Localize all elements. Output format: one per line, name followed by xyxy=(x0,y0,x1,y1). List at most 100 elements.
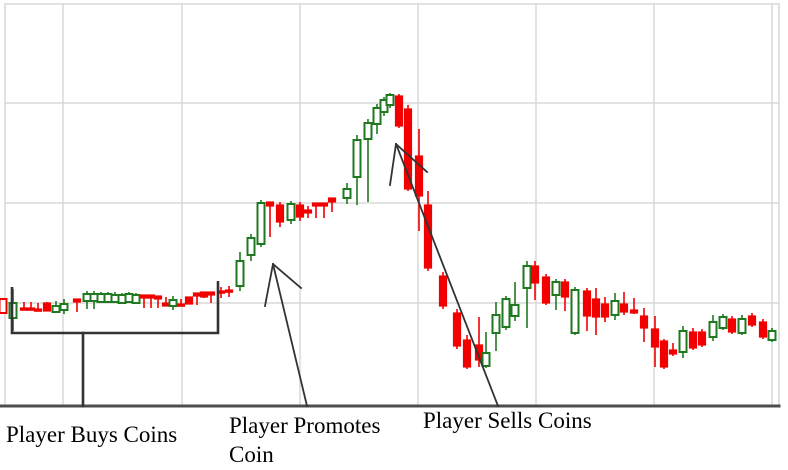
candle-body xyxy=(19,307,29,311)
candle xyxy=(59,299,69,314)
candle-body xyxy=(59,303,69,311)
label-player-sells-coins: Player Sells Coins xyxy=(423,408,592,433)
candle-body xyxy=(72,298,82,303)
candle-body xyxy=(352,139,362,178)
candle-body xyxy=(110,294,120,303)
candle-body xyxy=(522,265,532,289)
candle xyxy=(718,314,728,330)
candle xyxy=(541,274,551,305)
candle xyxy=(758,319,768,339)
candle-body xyxy=(33,308,43,312)
candle-body xyxy=(103,293,113,303)
candle xyxy=(265,201,275,237)
candle-body xyxy=(697,331,707,346)
candle xyxy=(600,297,610,322)
candle-body xyxy=(124,293,134,303)
candle-body xyxy=(42,302,52,312)
candle xyxy=(591,288,601,335)
candle xyxy=(327,197,337,212)
candle xyxy=(363,119,373,202)
candle xyxy=(117,293,127,304)
candle-body xyxy=(385,94,395,106)
candle xyxy=(570,287,580,335)
candle-body xyxy=(718,316,728,329)
candle-body xyxy=(319,202,329,207)
candle xyxy=(414,129,424,231)
candle xyxy=(33,303,43,312)
candle-body xyxy=(117,294,127,304)
candle-body xyxy=(303,209,313,214)
candle xyxy=(199,291,209,298)
candle-body xyxy=(246,237,256,256)
candle xyxy=(560,279,570,311)
candle-body xyxy=(199,291,209,298)
label-player-promotes-line1: Player Promotes xyxy=(229,413,381,438)
promote-arrow xyxy=(271,262,309,408)
candle-body xyxy=(342,188,352,199)
candle-body xyxy=(582,290,592,317)
candle xyxy=(501,296,511,330)
candle xyxy=(286,201,296,224)
candle-body xyxy=(275,204,285,223)
candle xyxy=(481,332,491,368)
candle-body xyxy=(570,289,580,334)
candle xyxy=(246,234,256,261)
candle xyxy=(319,202,329,218)
candle-body xyxy=(591,298,601,318)
promote-arrow xyxy=(271,262,303,290)
candle xyxy=(342,183,352,204)
candle-body xyxy=(551,281,561,296)
candle-body xyxy=(668,349,678,355)
candle xyxy=(619,292,629,315)
candle xyxy=(124,292,134,303)
candle xyxy=(510,282,520,321)
candle-body xyxy=(610,300,620,316)
candle-body xyxy=(619,303,629,313)
candle xyxy=(42,302,52,312)
candle xyxy=(385,93,395,108)
candle-body xyxy=(491,314,501,334)
candle-body xyxy=(758,321,768,338)
candle-body xyxy=(146,294,156,299)
candle-body xyxy=(295,204,305,218)
candle xyxy=(659,339,669,369)
candle xyxy=(184,296,194,305)
candle-body xyxy=(678,330,688,353)
candle xyxy=(688,328,698,350)
candle xyxy=(394,94,404,128)
candle xyxy=(96,292,106,303)
candle-body xyxy=(403,108,413,190)
candle-body xyxy=(131,294,141,304)
buy-bracket xyxy=(10,281,220,335)
candle xyxy=(438,272,448,309)
candle-body xyxy=(161,302,171,307)
candle xyxy=(256,200,266,247)
candle xyxy=(650,316,660,367)
candle-body xyxy=(256,202,266,245)
candle-body xyxy=(363,122,373,140)
candle-body xyxy=(462,339,472,368)
candle xyxy=(168,296,178,310)
candle xyxy=(737,315,747,335)
candle xyxy=(0,298,8,314)
candle-body xyxy=(176,303,186,307)
candle-body xyxy=(600,303,610,318)
candle xyxy=(582,288,592,331)
candle-body xyxy=(372,107,382,125)
candle xyxy=(747,313,757,327)
candle-body xyxy=(452,312,462,347)
candle-body xyxy=(727,318,737,333)
candle xyxy=(352,135,362,205)
candle xyxy=(522,261,532,328)
candle xyxy=(697,329,707,347)
candle xyxy=(530,261,540,300)
candle-body xyxy=(688,331,698,349)
label-player-buys-coins: Player Buys Coins xyxy=(6,422,178,447)
candle-body xyxy=(541,276,551,304)
candle-body xyxy=(708,321,718,338)
candle xyxy=(610,293,620,320)
candle-body xyxy=(659,340,669,368)
sell-arrow xyxy=(394,142,429,174)
